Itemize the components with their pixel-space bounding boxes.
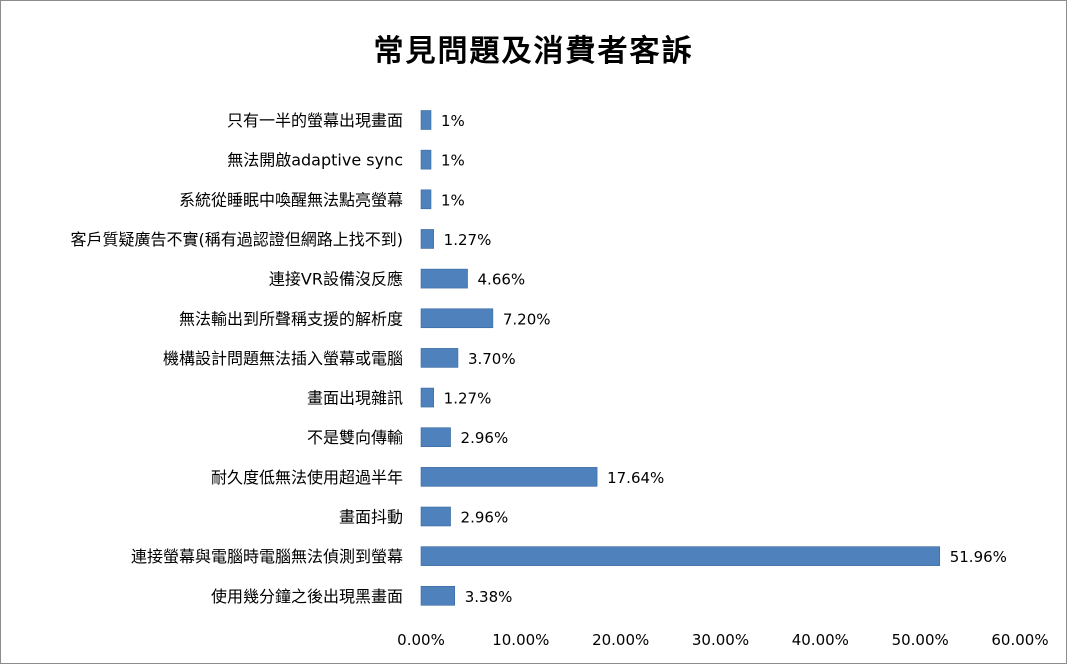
bar xyxy=(420,387,434,408)
value-label: 2.96% xyxy=(461,429,509,447)
bar xyxy=(420,427,451,448)
value-label: 2.96% xyxy=(461,509,509,527)
bar xyxy=(420,268,468,289)
value-label: 3.38% xyxy=(465,588,513,606)
bar xyxy=(420,110,432,130)
bar xyxy=(420,229,434,249)
category-label: 耐久度低無法使用超過半年 xyxy=(211,468,403,487)
category-label: 無法輸出到所聲稱支援的解析度 xyxy=(179,309,403,328)
bar xyxy=(420,149,432,170)
category-label: 使用幾分鐘之後出現黑畫面 xyxy=(211,587,403,606)
category-label: 無法開啟adaptive sync xyxy=(227,151,403,170)
value-label: 1.27% xyxy=(444,231,492,249)
x-axis-ticks: 0.00% 10.00% 20.00% 30.00% 40.00% 50.00% 60.00… xyxy=(397,631,1048,649)
category-label: 機構設計問題無法插入螢幕或電腦 xyxy=(163,349,403,368)
bar xyxy=(420,348,459,368)
category-label: 系統從睡眠中喚醒無法點亮螢幕 xyxy=(179,190,403,209)
x-tick-label: 50.00% xyxy=(892,631,949,649)
value-label: 1% xyxy=(441,152,465,170)
labels-layer: 只有一半的螢幕出現畫面 1% 無法開啟adaptive sync 1% 系統從睡眠中喚醒… xyxy=(71,111,1007,606)
value-label: 1% xyxy=(441,191,465,209)
x-tick-label: 0.00% xyxy=(397,631,445,649)
value-label: 4.66% xyxy=(478,271,526,289)
value-label: 17.64% xyxy=(607,469,664,487)
bars-layer xyxy=(420,110,941,606)
value-label: 51.96% xyxy=(950,548,1007,566)
x-tick-label: 40.00% xyxy=(792,631,849,649)
chart-title: 常見問題及消費者客訴 xyxy=(373,34,694,69)
category-label: 畫面抖動 xyxy=(339,508,403,527)
bar xyxy=(420,585,456,606)
category-label: 畫面出現雜訊 xyxy=(307,389,403,408)
category-label: 只有一半的螢幕出現畫面 xyxy=(227,111,403,130)
category-label: 連接VR設備沒反應 xyxy=(269,270,403,289)
value-label: 3.70% xyxy=(468,350,516,368)
x-tick-label: 10.00% xyxy=(492,631,549,649)
x-tick-label: 60.00% xyxy=(991,631,1048,649)
value-label: 1.27% xyxy=(444,390,492,408)
category-label: 連接螢幕與電腦時電腦無法偵測到螢幕 xyxy=(131,547,403,566)
bar xyxy=(420,546,941,566)
bar xyxy=(420,189,432,210)
value-label: 7.20% xyxy=(503,310,551,328)
value-label: 1% xyxy=(441,112,465,130)
x-tick-label: 20.00% xyxy=(592,631,649,649)
bar xyxy=(420,506,451,527)
category-label: 客戶質疑廣告不實(稱有過認證但網路上找不到) xyxy=(71,230,404,249)
category-label: 不是雙向傳輸 xyxy=(307,428,403,447)
bar xyxy=(420,467,598,487)
bar xyxy=(420,308,494,329)
x-tick-label: 30.00% xyxy=(692,631,749,649)
